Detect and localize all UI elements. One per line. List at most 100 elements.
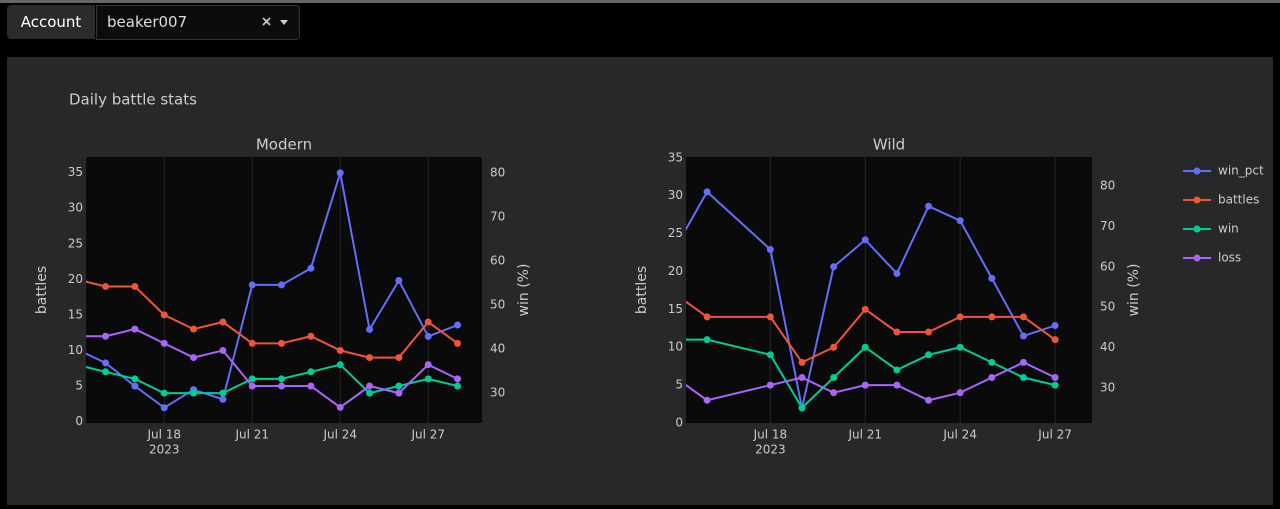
- data-point: [766, 381, 774, 389]
- y-axis-title: battles: [34, 266, 50, 314]
- data-point: [798, 374, 806, 382]
- y-tick-label: 20: [668, 264, 683, 278]
- data-point: [131, 282, 139, 290]
- data-point: [956, 343, 964, 351]
- data-point: [248, 375, 256, 383]
- x-tick-label: Jul 18: [146, 428, 181, 442]
- data-point: [454, 382, 462, 390]
- data-point: [703, 336, 711, 344]
- data-point: [278, 382, 286, 390]
- data-point: [454, 375, 462, 383]
- data-point: [925, 351, 933, 359]
- x-tick-label: Jul 27: [410, 428, 445, 442]
- top-border: [0, 0, 1280, 3]
- data-point: [219, 389, 227, 397]
- dropdown-icons: [262, 17, 288, 26]
- data-point: [1051, 374, 1059, 382]
- series-line: [686, 361, 1056, 402]
- data-point: [830, 343, 838, 351]
- y-tick-label: 35: [668, 150, 683, 164]
- data-point: [248, 281, 256, 289]
- data-point: [925, 396, 933, 404]
- data-point: [366, 389, 374, 397]
- legend-marker: [1193, 167, 1201, 175]
- data-point: [703, 188, 711, 196]
- data-point: [861, 236, 869, 244]
- data-point: [861, 305, 869, 313]
- data-point: [861, 381, 869, 389]
- series-line: [686, 338, 1056, 410]
- data-point: [988, 374, 996, 382]
- series-line: [686, 300, 1056, 364]
- y-tick-label: 15: [668, 302, 683, 316]
- data-point: [988, 313, 996, 321]
- data-point: [278, 375, 286, 383]
- data-point: [893, 270, 901, 278]
- data-point: [672, 291, 679, 298]
- y2-tick-label: 50: [490, 297, 505, 311]
- data-point: [830, 389, 838, 397]
- y-tick-label: 15: [68, 307, 83, 321]
- data-point: [830, 263, 838, 271]
- data-point: [893, 366, 901, 374]
- x-tick-sublabel: 2023: [149, 443, 180, 457]
- data-point: [131, 375, 139, 383]
- data-point: [766, 245, 774, 253]
- data-point: [703, 313, 711, 321]
- data-point: [1051, 381, 1059, 389]
- clear-icon[interactable]: [262, 17, 271, 26]
- data-point: [798, 404, 806, 412]
- plot-area: [686, 157, 1092, 423]
- data-point: [766, 351, 774, 359]
- data-point: [278, 281, 286, 289]
- series-line: [86, 363, 458, 395]
- data-point: [73, 361, 80, 368]
- plot-clip: [672, 188, 1059, 412]
- legend-marker: [1193, 196, 1201, 204]
- chart-title: Modern: [256, 136, 312, 154]
- data-point: [102, 282, 110, 290]
- x-tick-label: Jul 27: [1037, 428, 1072, 442]
- series-line: [86, 328, 458, 409]
- data-point: [830, 374, 838, 382]
- data-point: [925, 328, 933, 336]
- y-tick-label: 5: [75, 379, 83, 393]
- series-line: [86, 280, 459, 359]
- data-point: [219, 346, 227, 354]
- data-point: [190, 325, 198, 333]
- data-point: [956, 313, 964, 321]
- x-tick-label: Jul 21: [847, 428, 882, 442]
- data-point: [307, 368, 315, 376]
- data-point: [395, 276, 403, 284]
- y-tick-label: 10: [668, 340, 683, 354]
- y2-tick-label: 70: [1100, 219, 1115, 233]
- data-point: [278, 339, 286, 347]
- data-point: [190, 389, 198, 397]
- data-point: [307, 264, 315, 272]
- y2-tick-label: 80: [490, 165, 505, 179]
- account-dropdown[interactable]: beaker007: [96, 5, 300, 40]
- y-tick-label: 30: [668, 188, 683, 202]
- x-tick-label: Jul 24: [942, 428, 977, 442]
- caret-icon[interactable]: [280, 20, 288, 25]
- data-point: [307, 332, 315, 340]
- data-point: [703, 396, 711, 404]
- data-point: [424, 332, 432, 340]
- data-point: [454, 321, 462, 329]
- data-point: [366, 382, 374, 390]
- data-point: [219, 395, 227, 403]
- legend-marker: [1193, 254, 1201, 262]
- y2-tick-label: 80: [1100, 179, 1115, 193]
- x-tick-label: Jul 21: [234, 428, 269, 442]
- y2-tick-label: 70: [490, 209, 505, 223]
- data-point: [336, 361, 344, 369]
- y2-tick-label: 40: [1100, 340, 1115, 354]
- legend-label: battles: [1218, 193, 1259, 207]
- series-line: [86, 172, 458, 409]
- x-tick-label: Jul 24: [322, 428, 357, 442]
- data-point: [131, 325, 139, 333]
- data-point: [160, 339, 168, 347]
- data-point: [160, 311, 168, 319]
